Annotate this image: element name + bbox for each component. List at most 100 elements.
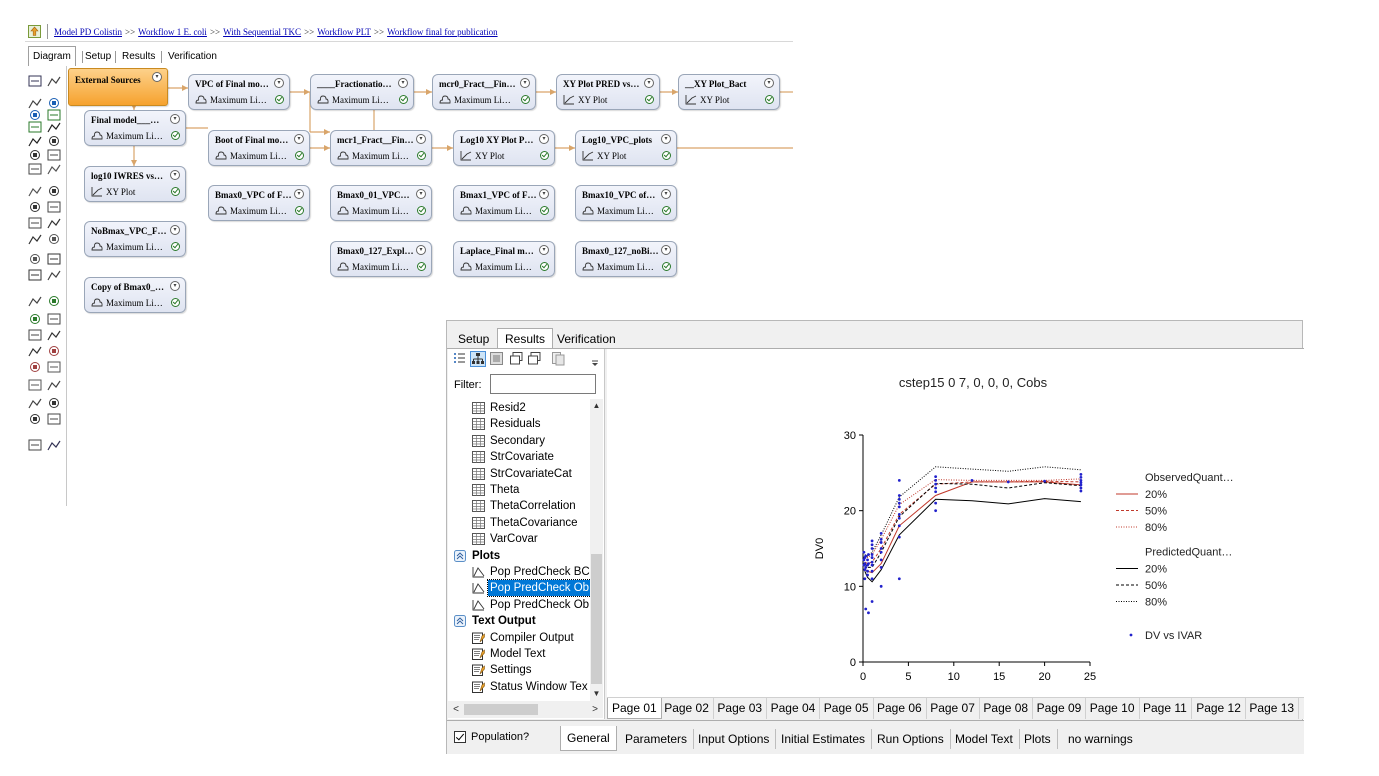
breadcrumb-link[interactable]: Model PD Colistin <box>54 27 123 37</box>
grid-tool-icon-b[interactable] <box>47 109 61 121</box>
data-tool-icon-a[interactable] <box>28 136 42 147</box>
workflow-node[interactable]: XY Plot PRED vs… ▾ XY Plot <box>556 74 660 110</box>
link2-tool-icon-a[interactable] <box>28 269 42 281</box>
workflow-node[interactable]: Log10_VPC_plots ▾ XY Plot <box>575 130 677 166</box>
hscroll-thumb[interactable] <box>464 704 538 715</box>
export-tool-icon-a[interactable] <box>28 439 42 451</box>
tree-view-icon[interactable] <box>470 351 486 367</box>
page-tab[interactable]: Page 09 <box>1033 698 1087 719</box>
page-tab[interactable]: Page 13 <box>1245 698 1300 719</box>
scroll-left-icon[interactable]: < <box>453 704 459 715</box>
expand-chevron-icon[interactable]: ▾ <box>520 78 530 88</box>
link2-tool-icon-b[interactable] <box>47 270 61 281</box>
settings-tool-icon-b[interactable] <box>47 361 61 373</box>
scroll-down-icon[interactable]: ▼ <box>592 689 601 698</box>
workflow-node[interactable]: mcr1_Fract__Fin… ▾ Maximum Li… <box>330 130 432 166</box>
results-tab-results[interactable]: Results <box>497 328 554 350</box>
expand-chevron-icon[interactable]: ▾ <box>539 245 549 255</box>
workflow-node[interactable]: Bmax1_VPC of F… ▾ Maximum Li… <box>453 185 555 221</box>
maxlik-tool-icon-a[interactable] <box>28 346 42 357</box>
expand-chevron-icon[interactable]: ▾ <box>416 134 426 144</box>
scatter-tool-icon-a[interactable] <box>30 314 40 324</box>
settings-tab[interactable]: General <box>560 726 617 751</box>
xy-tool-icon-a[interactable] <box>28 296 42 307</box>
breadcrumb-link[interactable]: Workflow final for publication <box>387 27 498 37</box>
page-tab[interactable]: Page 12 <box>1192 698 1246 719</box>
export-icon[interactable] <box>552 352 565 366</box>
page-tab[interactable]: Page 02 <box>660 698 714 719</box>
workflow-node[interactable]: External Sources ▾ <box>68 68 168 106</box>
workflow-node[interactable]: Boot of Final mo… ▾ Maximum Li… <box>208 130 310 166</box>
tab-setup[interactable]: Setup <box>85 51 112 62</box>
workflow-node[interactable]: Bmax0_127_Expl… ▾ Maximum Li… <box>330 241 432 277</box>
workflow-node[interactable]: VPC of Final mo… ▾ Maximum Li… <box>188 74 290 110</box>
expand-chevron-icon[interactable]: ▾ <box>661 245 671 255</box>
page-tab[interactable]: Page 05 <box>820 698 874 719</box>
workflow-node[interactable]: log10 IWRES vs… ▾ XY Plot <box>84 166 186 202</box>
workflow-node[interactable]: Bmax0_VPC of F… ▾ Maximum Li… <box>208 185 310 221</box>
workflow-node[interactable]: ____Fractionatio… ▾ Maximum Li… <box>310 74 414 110</box>
shape-tool-icon-b[interactable] <box>47 413 61 425</box>
settings-tab[interactable]: Plots <box>1018 729 1058 749</box>
expand-chevron-icon[interactable]: ▾ <box>170 225 180 235</box>
bar-tool-icon-a[interactable] <box>28 234 42 245</box>
hist-tool-icon-a[interactable] <box>30 254 40 264</box>
list-tool-icon-b[interactable] <box>47 149 61 161</box>
settings-tab[interactable]: Parameters <box>619 729 695 749</box>
merge-tool-icon-b[interactable] <box>47 380 61 391</box>
matrix-tool-icon-b[interactable] <box>47 164 61 175</box>
page-tab[interactable]: Page 03 <box>713 698 768 719</box>
data-tool-icon-b[interactable] <box>49 136 59 146</box>
tab-diagram[interactable]: Diagram <box>28 46 76 66</box>
breadcrumb-link[interactable]: Workflow 1 E. coli <box>138 27 207 37</box>
chart-tool-icon-a[interactable] <box>30 202 40 212</box>
hist-tool-icon-b[interactable] <box>47 253 61 265</box>
expand-chevron-icon[interactable]: ▾ <box>661 134 671 144</box>
filter-input[interactable] <box>490 374 596 394</box>
merge-tool-icon-a[interactable] <box>28 379 42 391</box>
expand-chevron-icon[interactable]: ▾ <box>416 245 426 255</box>
workflow-node[interactable]: Laplace_Final m… ▾ Maximum Li… <box>453 241 555 277</box>
expand-chevron-icon[interactable]: ▾ <box>170 170 180 180</box>
expand-chevron-icon[interactable]: ▾ <box>416 189 426 199</box>
curve-tool-icon-a[interactable] <box>28 329 42 341</box>
page-tab[interactable]: Page 08 <box>979 698 1034 719</box>
workflow-node[interactable]: Bmax10_VPC of… ▾ Maximum Li… <box>575 185 677 221</box>
expand-chevron-icon[interactable]: ▾ <box>539 189 549 199</box>
list-view-icon[interactable] <box>452 351 468 367</box>
expand-chevron-icon[interactable]: ▾ <box>644 78 654 88</box>
page-tab[interactable]: Page 07 <box>926 698 980 719</box>
split-tool-icon-a[interactable] <box>28 186 42 197</box>
fit-tool-icon-b[interactable] <box>49 398 59 408</box>
model-tool-icon-a[interactable] <box>28 75 42 87</box>
collapse-group-icon[interactable] <box>454 549 467 562</box>
tab-verification[interactable]: Verification <box>168 51 217 62</box>
curve-tool-icon-b[interactable] <box>47 330 61 341</box>
expand-chevron-icon[interactable]: ▾ <box>539 134 549 144</box>
settings-tab[interactable]: Initial Estimates <box>775 729 873 749</box>
workflow-node[interactable]: NoBmax_VPC_F… ▾ Maximum Li… <box>84 221 186 257</box>
workflow-node[interactable]: Bmax0_127_noBi… ▾ Maximum Li… <box>575 241 677 277</box>
expand-chevron-icon[interactable]: ▾ <box>294 189 304 199</box>
scroll-up-icon[interactable]: ▲ <box>592 401 601 410</box>
results-tab-verification[interactable]: Verification <box>557 332 616 346</box>
settings-tab[interactable]: Model Text <box>949 729 1020 749</box>
expand-chevron-icon[interactable]: ▾ <box>274 78 284 88</box>
bar-tool-icon-b[interactable] <box>49 234 59 244</box>
tree-vertical-scrollbar[interactable]: ▲ ▼ <box>590 399 603 701</box>
list-tool-icon-a[interactable] <box>30 150 40 160</box>
breadcrumb-link[interactable]: With Sequential TKC <box>223 27 302 37</box>
rgb-tool-icon-a[interactable] <box>28 121 42 133</box>
model-tool-icon-b[interactable] <box>47 76 61 87</box>
maxlik-tool-icon-b[interactable] <box>49 346 59 356</box>
grid-tool-icon-a[interactable] <box>30 110 40 120</box>
workflow-node[interactable]: Bmax0_01_VPC… ▾ Maximum Li… <box>330 185 432 221</box>
table-tool-icon-a[interactable] <box>28 217 42 229</box>
scroll-thumb[interactable] <box>591 554 602 684</box>
tab-results[interactable]: Results <box>122 51 156 62</box>
page-tab[interactable]: Page 11 <box>1139 698 1192 719</box>
settings-tab[interactable]: Input Options <box>692 729 777 749</box>
matrix-tool-icon-a[interactable] <box>28 163 42 175</box>
settings-tool-icon-a[interactable] <box>30 362 40 372</box>
image-view-icon[interactable] <box>490 352 503 365</box>
